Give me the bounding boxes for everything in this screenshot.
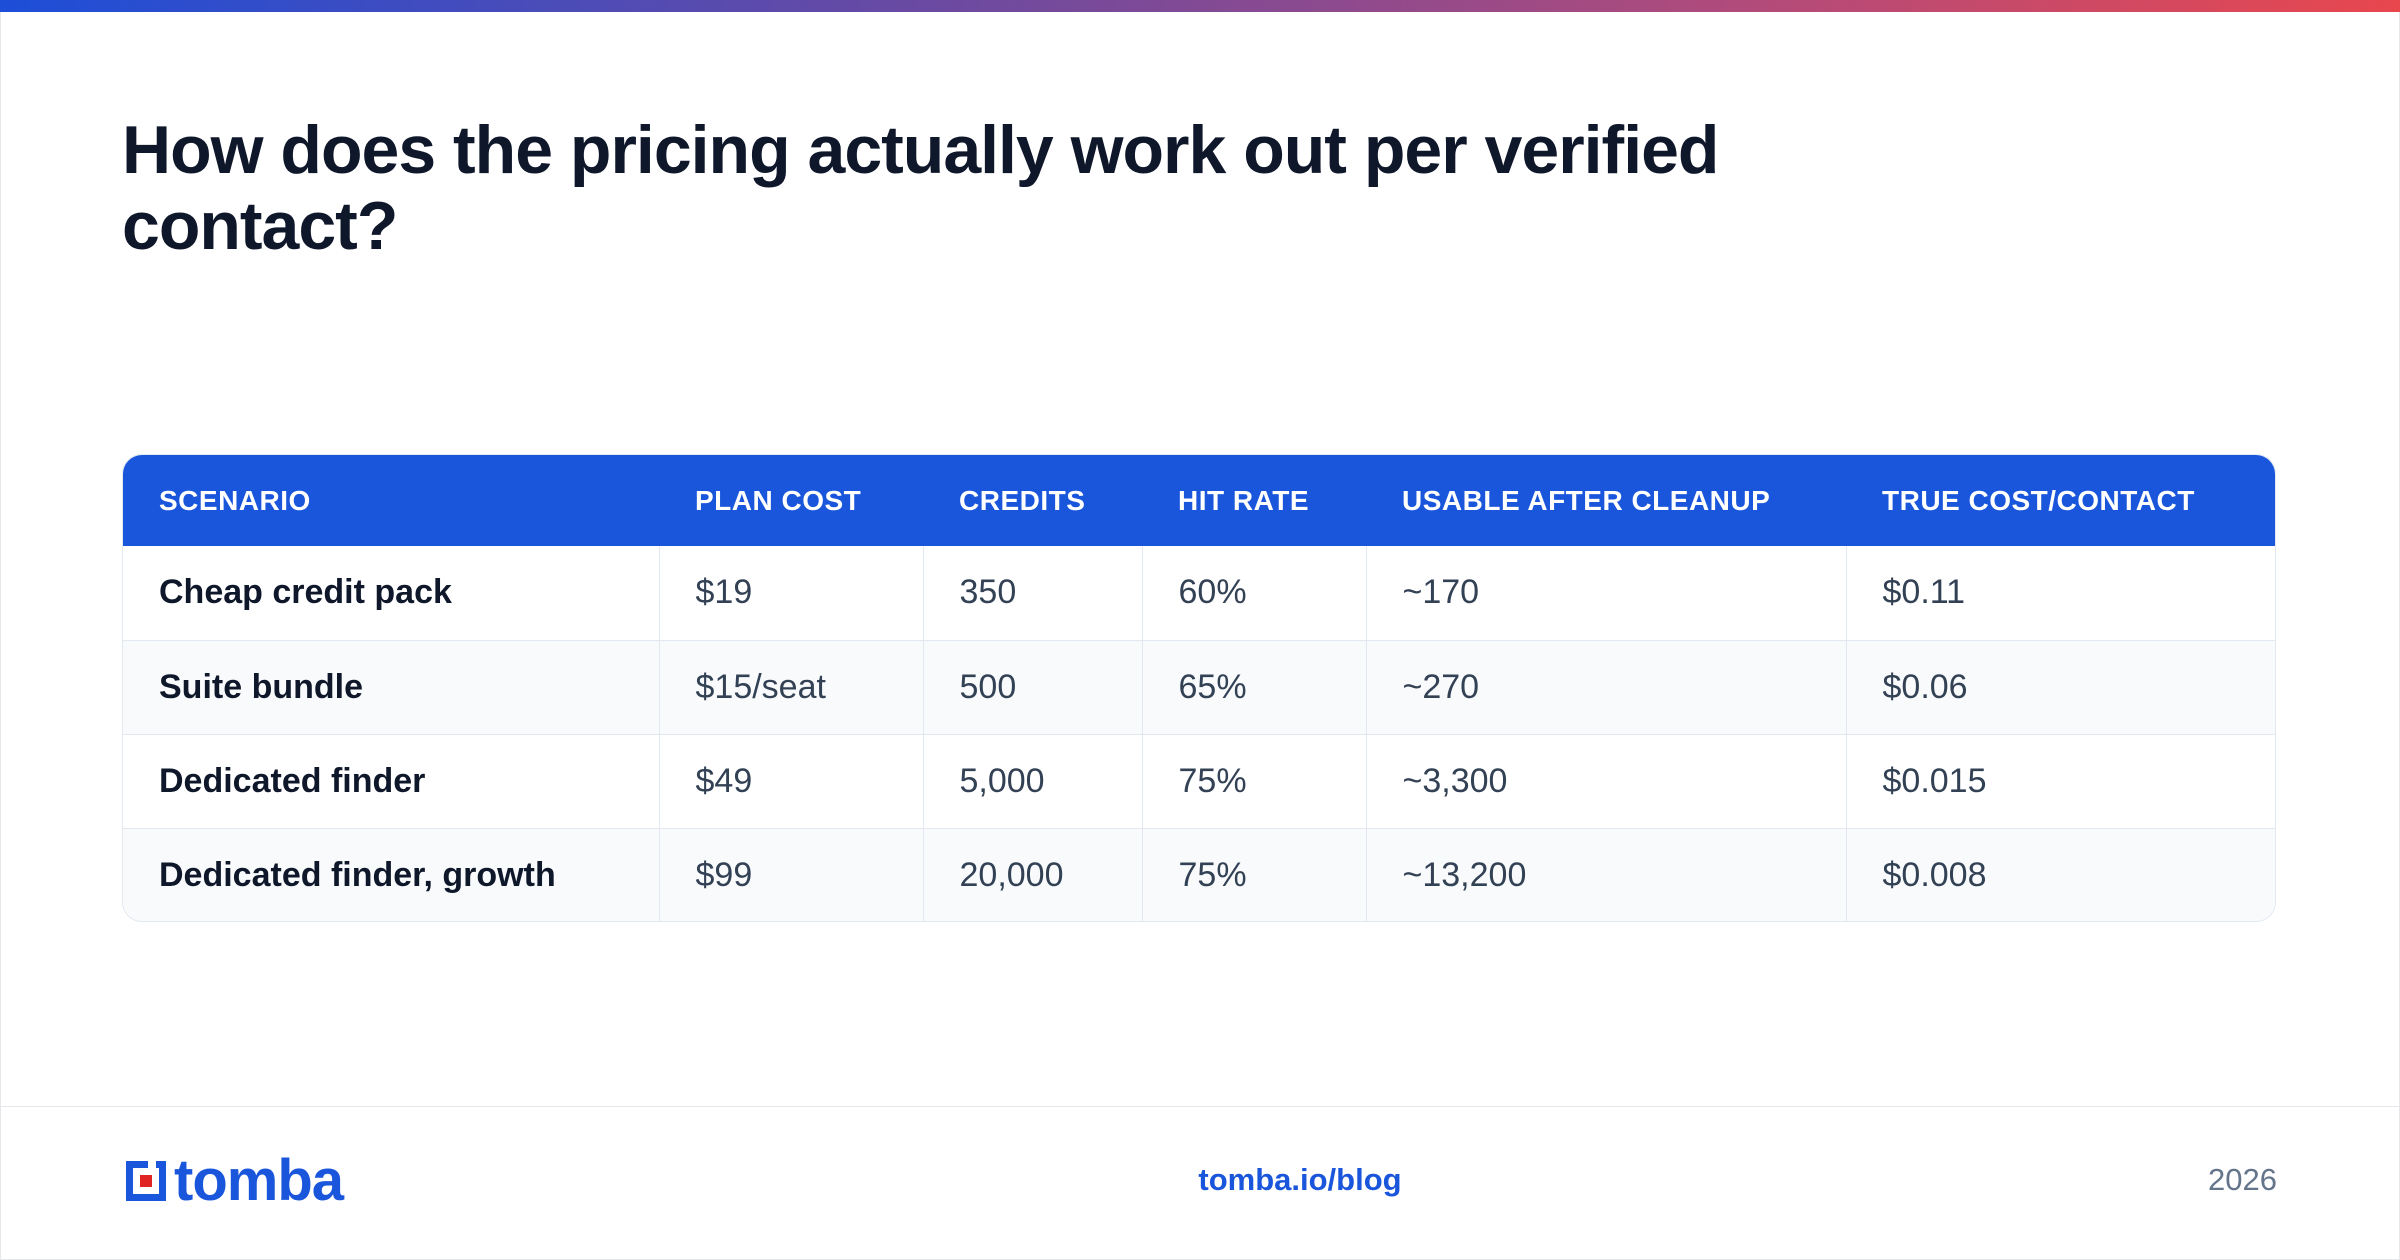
column-header: HIT RATE bbox=[1178, 484, 1310, 516]
cell-credits: 20,000 bbox=[922, 827, 1142, 921]
cell-true-cost: $0.06 bbox=[1845, 639, 2275, 734]
cell-usable: ~13,200 bbox=[1365, 827, 1846, 921]
cell-plan-cost: $19 bbox=[658, 546, 923, 640]
cell-scenario: Dedicated finder bbox=[123, 733, 659, 828]
column-header: PLAN COST bbox=[695, 484, 862, 516]
cell-credits: 500 bbox=[922, 639, 1142, 734]
logo-wordmark: tomba bbox=[174, 1148, 344, 1213]
cell-plan-cost: $15/seat bbox=[658, 639, 923, 734]
cell-hit-rate: 75% bbox=[1141, 827, 1366, 921]
column-header: TRUE COST/CONTACT bbox=[1882, 484, 2195, 516]
cell-hit-rate: 65% bbox=[1141, 639, 1366, 734]
cell-scenario: Suite bundle bbox=[123, 639, 659, 734]
cell-scenario: Dedicated finder, growth bbox=[123, 827, 659, 921]
cell-true-cost: $0.008 bbox=[1845, 827, 2275, 921]
cell-usable: ~3,300 bbox=[1365, 733, 1846, 828]
table-row: Cheap credit pack $19 350 60% ~170 $0.11 bbox=[123, 546, 2275, 640]
blog-link[interactable]: tomba.io/blog bbox=[1198, 1162, 1402, 1197]
cell-usable: ~170 bbox=[1365, 546, 1846, 640]
cell-credits: 350 bbox=[922, 546, 1142, 640]
column-header: CREDITS bbox=[959, 484, 1086, 516]
cell-hit-rate: 75% bbox=[1141, 733, 1366, 828]
cell-usable: ~270 bbox=[1365, 639, 1846, 734]
column-header: USABLE AFTER CLEANUP bbox=[1402, 484, 1771, 516]
table-row: Suite bundle $15/seat 500 65% ~270 $0.06 bbox=[123, 639, 2275, 734]
tomba-logo[interactable]: tomba bbox=[122, 1148, 344, 1213]
pricing-table: SCENARIO PLAN COST CREDITS HIT RATE USAB… bbox=[122, 454, 2276, 922]
column-header: SCENARIO bbox=[159, 484, 311, 516]
tomba-logo-icon bbox=[126, 1161, 166, 1201]
top-gradient-bar bbox=[0, 0, 2400, 12]
table-header-row: SCENARIO PLAN COST CREDITS HIT RATE USAB… bbox=[123, 455, 2275, 546]
cell-scenario: Cheap credit pack bbox=[159, 573, 452, 612]
cell-credits: 5,000 bbox=[922, 733, 1142, 828]
cell-plan-cost: $49 bbox=[658, 733, 923, 828]
cell-plan-cost: $99 bbox=[658, 827, 923, 921]
footer-year: 2026 bbox=[2208, 1162, 2277, 1197]
cell-true-cost: $0.015 bbox=[1845, 733, 2275, 828]
page-title: How does the pricing actually work out p… bbox=[122, 112, 1719, 264]
cell-true-cost: $0.11 bbox=[1845, 546, 2275, 640]
cell-hit-rate: 60% bbox=[1141, 546, 1366, 640]
footer-divider bbox=[0, 1106, 2400, 1107]
table-row: Dedicated finder, growth $99 20,000 75% … bbox=[123, 827, 2275, 921]
table-row: Dedicated finder $49 5,000 75% ~3,300 $0… bbox=[123, 733, 2275, 828]
